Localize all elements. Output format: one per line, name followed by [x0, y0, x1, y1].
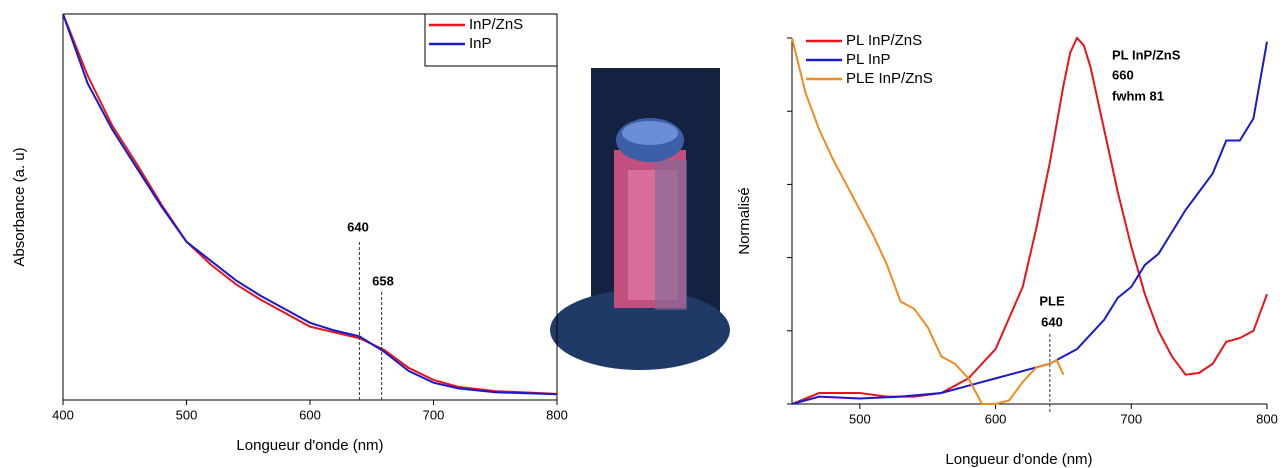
annotation: fwhm 81	[1112, 88, 1164, 103]
annotation: 640	[1041, 314, 1063, 329]
x-axis-label: Longueur d'onde (nm)	[945, 451, 1092, 468]
legend-label: PL InP	[846, 51, 890, 68]
legend-label: InP/ZnS	[469, 16, 523, 33]
x-tick-label: 800	[546, 407, 568, 422]
annotation: 660	[1112, 67, 1134, 82]
cuvette-side	[655, 160, 687, 310]
legend-label: PL InP/ZnS	[846, 32, 922, 49]
cap-top	[622, 121, 678, 145]
y-axis-label: Absorbance (a. u)	[11, 147, 28, 266]
x-tick-label: 600	[985, 411, 1007, 426]
x-axis-label: Longueur d'onde (nm)	[236, 437, 383, 454]
x-tick-label: 700	[1120, 411, 1142, 426]
x-tick-label: 500	[849, 411, 871, 426]
x-tick-label: 700	[423, 407, 445, 422]
x-tick-label: 600	[299, 407, 321, 422]
x-tick-label: 500	[176, 407, 198, 422]
line-series	[791, 36, 1268, 405]
photo	[550, 68, 730, 370]
annotation: PL InP/ZnS	[1112, 47, 1181, 62]
annotation: 640	[347, 219, 369, 234]
x-tick-label: 400	[52, 407, 74, 422]
legend-label: PLE InP/ZnS	[846, 70, 933, 87]
legend-label: InP	[469, 35, 492, 52]
x-tick-label: 800	[1256, 411, 1278, 426]
line-series	[62, 13, 558, 395]
line-series	[791, 41, 1268, 405]
y-axis-label: Normalisé	[736, 187, 753, 255]
legend-box	[424, 13, 558, 67]
line-series	[62, 13, 558, 396]
annotation: 658	[372, 273, 394, 288]
line-series	[791, 37, 1065, 405]
annotation: PLE	[1039, 293, 1065, 308]
